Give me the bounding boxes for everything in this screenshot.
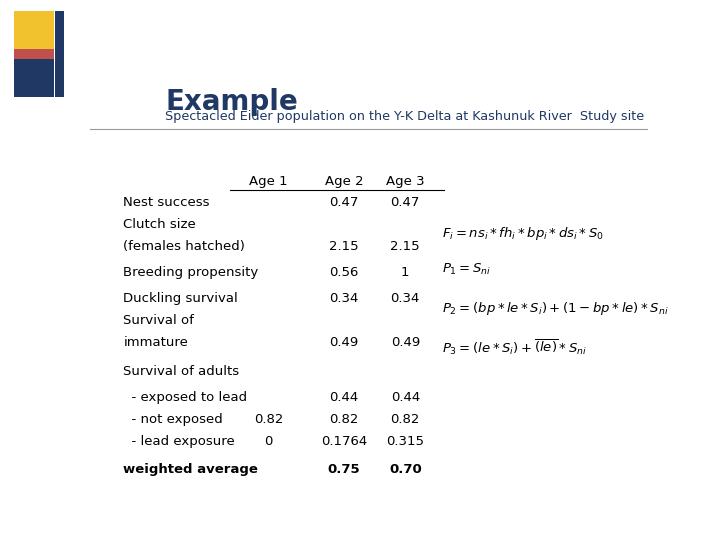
Text: 0.47: 0.47 (390, 196, 420, 209)
Text: - exposed to lead: - exposed to lead (124, 391, 248, 404)
Text: Age 2: Age 2 (325, 175, 363, 188)
Text: Nest success: Nest success (124, 196, 210, 209)
Text: 1: 1 (401, 266, 410, 279)
Text: Age 1: Age 1 (249, 175, 288, 188)
Text: 0: 0 (264, 435, 273, 448)
Text: $P_2 = (bp * le * S_i) + (1 - bp * le) * S_{ni}$: $P_2 = (bp * le * S_i) + (1 - bp * le) *… (441, 300, 668, 317)
Text: 0.34: 0.34 (329, 292, 359, 305)
Text: $P_3 = (le * S_i) + \overline{(le)} * S_{ni}$: $P_3 = (le * S_i) + \overline{(le)} * S_… (441, 337, 586, 356)
Text: 0.82: 0.82 (390, 413, 420, 426)
Text: 0.49: 0.49 (391, 336, 420, 349)
Text: Survival of: Survival of (124, 314, 194, 327)
Text: $P_1 = S_{ni}$: $P_1 = S_{ni}$ (441, 262, 491, 278)
Text: - not exposed: - not exposed (124, 413, 223, 426)
Text: 0.82: 0.82 (329, 413, 359, 426)
Text: 0.49: 0.49 (329, 336, 359, 349)
Text: Duckling survival: Duckling survival (124, 292, 238, 305)
Text: Spectacled Eider population on the Y-K Delta at Kashunuk River  Study site: Spectacled Eider population on the Y-K D… (166, 110, 644, 123)
Text: 0.315: 0.315 (386, 435, 424, 448)
Text: 0.44: 0.44 (329, 391, 359, 404)
Text: 0.75: 0.75 (328, 463, 360, 476)
Text: - lead exposure: - lead exposure (124, 435, 235, 448)
Text: 0.56: 0.56 (329, 266, 359, 279)
Text: weighted average: weighted average (124, 463, 258, 476)
Text: Breeding propensity: Breeding propensity (124, 266, 258, 279)
Text: 0.70: 0.70 (389, 463, 422, 476)
Text: 0.47: 0.47 (329, 196, 359, 209)
Text: 2.15: 2.15 (329, 240, 359, 253)
Text: 2.15: 2.15 (390, 240, 420, 253)
Text: Survival of adults: Survival of adults (124, 364, 240, 377)
Text: 0.34: 0.34 (390, 292, 420, 305)
Text: Clutch size: Clutch size (124, 218, 197, 231)
Text: $F_i = ns_i * fh_i * bp_i * ds_i * S_0$: $F_i = ns_i * fh_i * bp_i * ds_i * S_0$ (441, 225, 603, 242)
Text: Age 3: Age 3 (386, 175, 425, 188)
Text: 0.1764: 0.1764 (321, 435, 367, 448)
Text: 0.44: 0.44 (391, 391, 420, 404)
Text: (females hatched): (females hatched) (124, 240, 246, 253)
Text: Example: Example (166, 87, 298, 116)
Text: immature: immature (124, 336, 189, 349)
Text: 0.82: 0.82 (254, 413, 283, 426)
